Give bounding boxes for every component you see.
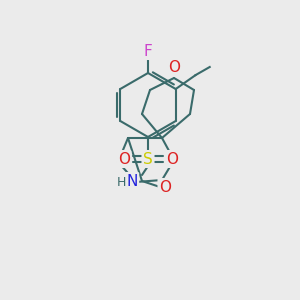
Text: N: N [126,173,138,188]
Text: O: O [118,152,130,166]
Text: O: O [168,61,180,76]
Text: H: H [116,176,126,188]
Text: S: S [143,152,153,166]
Text: O: O [166,152,178,166]
Text: F: F [144,44,152,59]
Text: O: O [159,179,171,194]
